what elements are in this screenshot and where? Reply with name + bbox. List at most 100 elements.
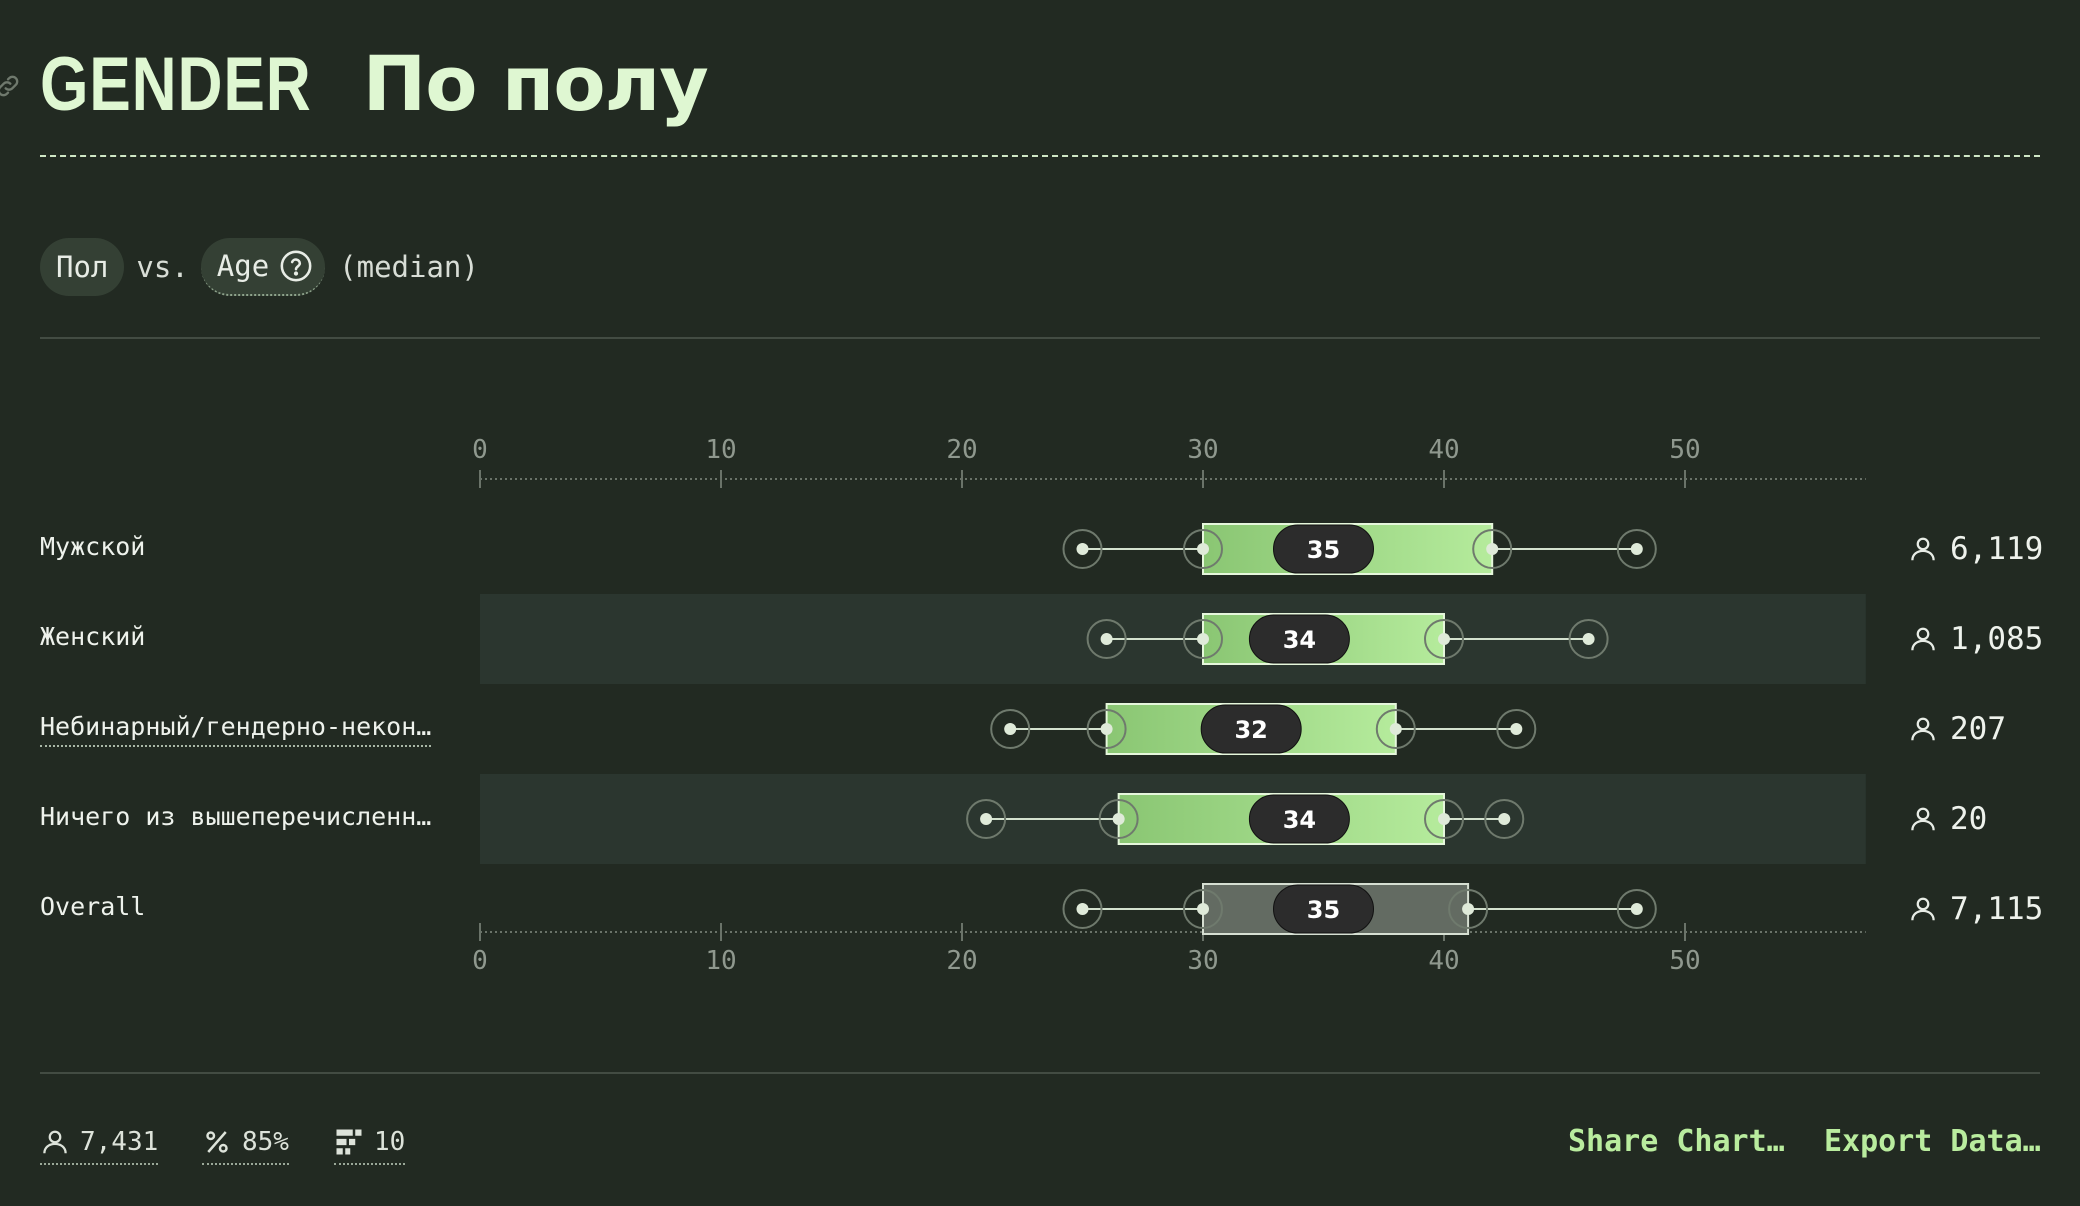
median-label: 32: [1234, 716, 1267, 744]
percent-icon: [206, 1131, 228, 1153]
query-row: Пол vs. Age (median): [40, 238, 479, 296]
median-label: 34: [1283, 806, 1316, 834]
x-tick-label: 10: [705, 435, 737, 465]
row-count: 1,085: [1908, 619, 2043, 659]
x-tick-label: 50: [1669, 946, 1701, 976]
x-tick-label: 30: [1187, 435, 1219, 465]
whisker-max-marker: [1630, 543, 1643, 555]
whisker-min-marker: [1100, 633, 1113, 645]
respondents-stat[interactable]: 7,431: [40, 1121, 159, 1165]
q1-marker-ring: [1098, 799, 1139, 839]
whisker-min-marker: [1076, 543, 1089, 555]
q1-marker: [1112, 813, 1125, 825]
whisker-min-marker: [1076, 903, 1089, 915]
x-tick-label: 0: [472, 435, 488, 465]
whisker-min-marker: [980, 813, 993, 825]
x-tick-label: 20: [946, 946, 978, 976]
options-stat[interactable]: 10: [334, 1121, 406, 1165]
person-icon: [1911, 897, 1935, 921]
options-icon: [336, 1129, 362, 1155]
median-label: 35: [1307, 896, 1340, 924]
person-icon: [43, 1130, 67, 1154]
field-chip[interactable]: Пол: [40, 238, 125, 296]
x-tick-label: 40: [1428, 946, 1460, 976]
whisker-min-marker-ring: [990, 709, 1031, 749]
row-count: 6,119: [1908, 529, 2043, 569]
median-label: 35: [1307, 536, 1340, 564]
q3-marker-ring: [1472, 529, 1513, 569]
row-count-value: 20: [1950, 801, 1988, 837]
metric-chip-label: Age: [216, 249, 270, 283]
q1-marker: [1197, 903, 1209, 915]
title-text: По полу: [362, 39, 709, 128]
row-count: 7,115: [1908, 889, 2043, 929]
x-tick-label: 50: [1669, 435, 1701, 465]
whisker-min-marker: [1004, 723, 1017, 735]
title-keyword: GENDER: [40, 42, 312, 127]
median-pill: [1248, 614, 1350, 664]
q1-marker-ring: [1183, 889, 1223, 929]
q3-marker: [1462, 903, 1475, 915]
x-tick-label: 40: [1428, 435, 1460, 465]
share-chart-button[interactable]: Share Chart…: [1568, 1124, 1785, 1159]
q3-marker: [1438, 813, 1450, 825]
row-label[interactable]: Небинарный/гендерно-некон…: [40, 709, 432, 747]
whisker-min-marker-ring: [1086, 619, 1127, 659]
whisker-max-marker-ring: [1616, 889, 1657, 929]
q3-marker: [1486, 543, 1499, 555]
options-value: 10: [374, 1127, 406, 1157]
whisker-max-marker-ring: [1568, 619, 1609, 659]
page-title: GENDER По полу: [40, 38, 709, 131]
row-count-value: 7,115: [1950, 891, 2044, 927]
link-icon[interactable]: [0, 72, 22, 100]
q1-marker: [1197, 543, 1209, 555]
median-label: 34: [1283, 626, 1316, 654]
row-label: Overall: [40, 892, 146, 921]
x-tick-label: 30: [1187, 946, 1219, 976]
person-icon: [1911, 807, 1935, 831]
person-icon: [1911, 537, 1935, 561]
median-pill: [1273, 524, 1374, 574]
whisker-max-marker: [1630, 903, 1643, 915]
query-divider: [40, 337, 2040, 339]
row-count: 207: [1908, 709, 2006, 749]
vs-text: vs.: [136, 250, 189, 284]
q1-marker: [1197, 633, 1209, 645]
q3-marker: [1438, 633, 1450, 645]
q1-marker-ring: [1183, 529, 1223, 569]
respondents-value: 7,431: [80, 1127, 159, 1157]
whisker-max-marker: [1582, 633, 1595, 645]
q1-marker: [1100, 723, 1113, 735]
q1-marker-ring: [1183, 619, 1223, 659]
row-label: Мужской: [40, 532, 146, 561]
whisker-max-marker-ring: [1496, 709, 1537, 749]
q3-marker-ring: [1448, 889, 1489, 929]
median-pill: [1273, 884, 1374, 934]
footer-divider: [40, 1072, 2040, 1074]
person-icon: [1911, 627, 1935, 651]
person-icon: [1911, 717, 1935, 741]
q1-marker-ring: [1086, 709, 1127, 749]
median-pill: [1248, 794, 1350, 844]
x-tick-label: 20: [946, 435, 978, 465]
q3-marker-ring: [1424, 799, 1464, 839]
whisker-max-marker: [1498, 813, 1511, 825]
help-icon[interactable]: [279, 249, 313, 283]
row-label: Ничего из вышеперечисленн…: [40, 802, 432, 831]
percent-stat[interactable]: 85%: [202, 1121, 289, 1165]
percent-value: 85%: [242, 1127, 289, 1157]
x-tick-label: 10: [705, 946, 737, 976]
q3-marker: [1389, 723, 1402, 735]
row-count-value: 207: [1950, 711, 2006, 747]
metric-chip[interactable]: Age: [200, 238, 326, 296]
whisker-max-marker-ring: [1484, 799, 1525, 839]
whisker-max-marker: [1510, 723, 1523, 735]
q3-marker-ring: [1424, 619, 1464, 659]
row-count: 20: [1908, 799, 1987, 839]
whisker-min-marker-ring: [966, 799, 1007, 839]
export-data-button[interactable]: Export Data…: [1824, 1124, 2041, 1159]
median-pill: [1200, 704, 1302, 754]
q3-marker-ring: [1375, 709, 1416, 749]
row-count-value: 1,085: [1950, 621, 2044, 657]
